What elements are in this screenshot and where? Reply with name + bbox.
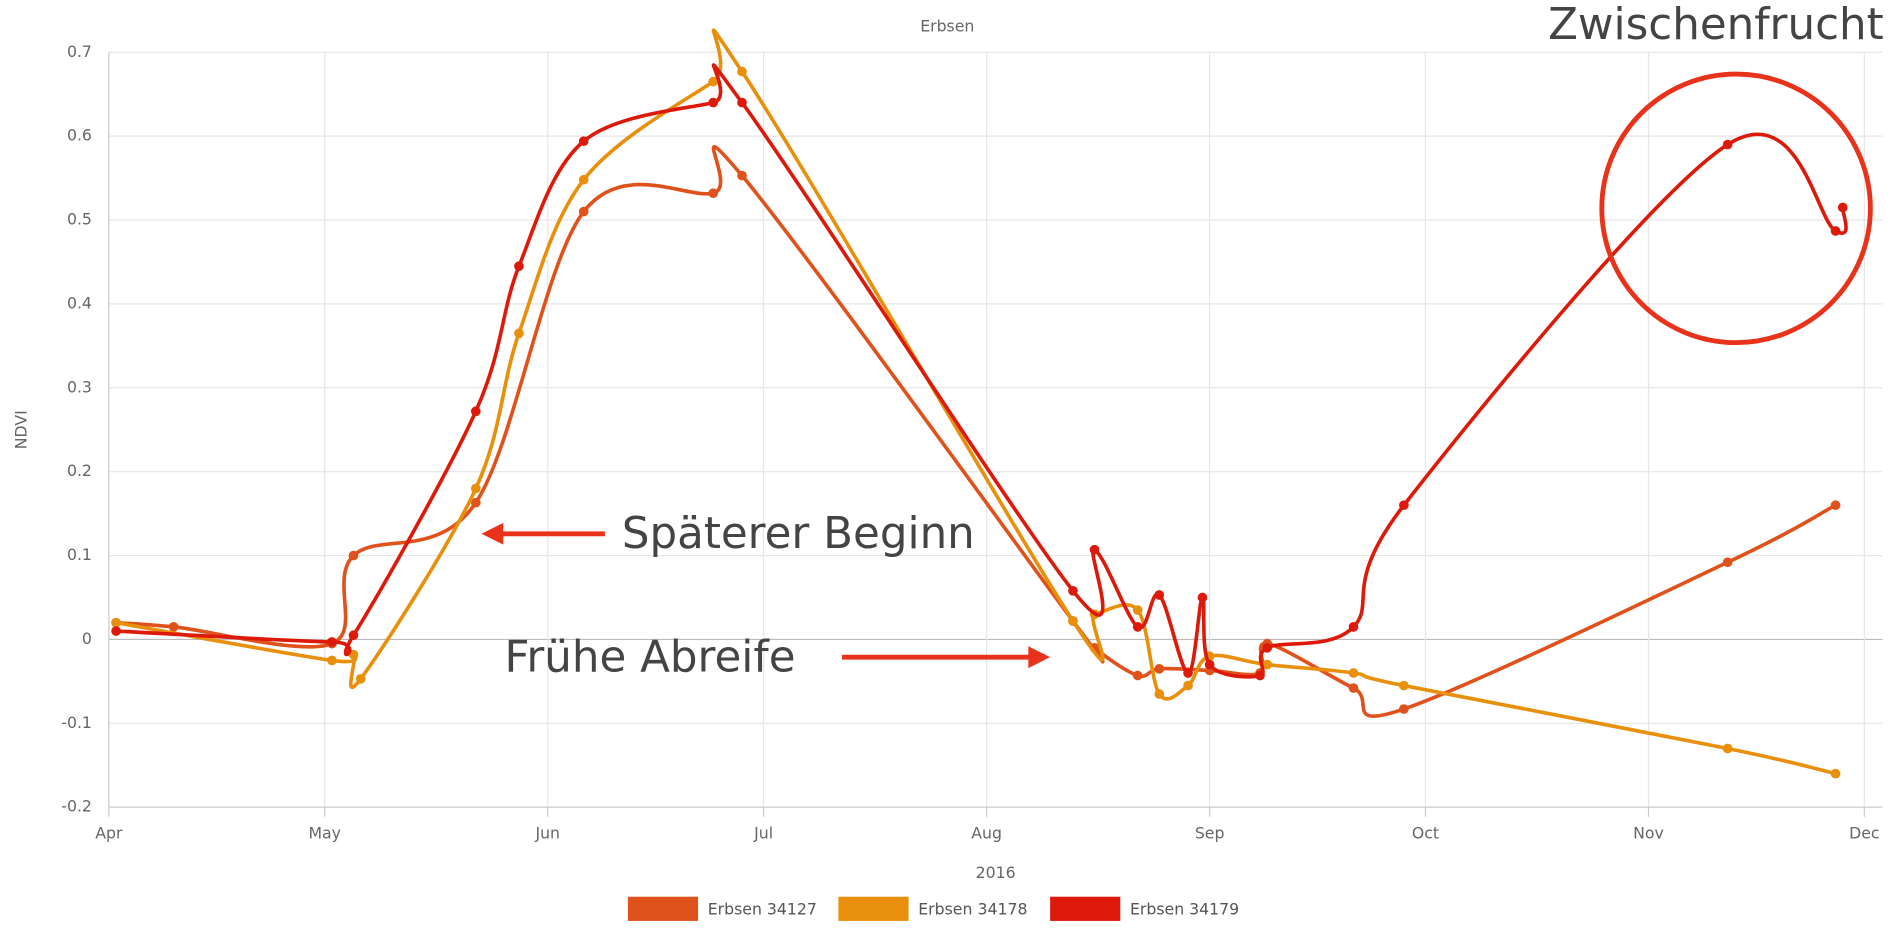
point [1183, 680, 1193, 691]
series-line [115, 28, 1836, 776]
legend-swatch [627, 896, 699, 921]
x-tick-label: Nov [1633, 823, 1664, 842]
y-tick-label: -0.2 [61, 797, 92, 816]
x-tick-label: May [308, 823, 341, 842]
point [355, 674, 366, 684]
x-tick-label: Oct [1412, 823, 1439, 842]
x-tick-label: Jun [534, 823, 560, 842]
point [1830, 226, 1841, 236]
point [1262, 659, 1273, 670]
point [1154, 590, 1165, 600]
point [470, 497, 481, 508]
arrow-head [1028, 646, 1051, 669]
point [1262, 642, 1273, 653]
legend-swatch [838, 896, 909, 921]
point [1830, 500, 1841, 511]
point [327, 637, 337, 647]
point [578, 206, 589, 217]
legend-label: Erbsen 34127 [708, 900, 817, 919]
point [708, 97, 719, 108]
point [111, 626, 121, 636]
x-tick-label: Apr [95, 823, 123, 842]
point [1183, 668, 1193, 678]
point [1068, 616, 1078, 626]
point [1722, 743, 1733, 754]
point [1132, 670, 1143, 681]
point [1399, 500, 1409, 511]
point [1399, 680, 1409, 691]
point [737, 170, 747, 181]
point [737, 66, 747, 77]
point [737, 97, 747, 108]
point [470, 483, 481, 494]
point [1722, 139, 1733, 150]
point [1154, 689, 1165, 699]
point [1837, 202, 1848, 213]
point [514, 261, 524, 272]
y-tick-label: 0.2 [67, 461, 92, 480]
y-tick-label: -0.1 [61, 713, 92, 732]
chart-title: Erbsen [920, 16, 974, 35]
point [708, 188, 719, 199]
point [1399, 704, 1409, 714]
annotation-circle [1599, 71, 1873, 346]
x-tick-label: Jul [753, 823, 773, 842]
point [1348, 622, 1359, 632]
y-axis-label: NDVI [11, 410, 30, 449]
point [1068, 585, 1078, 596]
legend-swatch [1050, 896, 1121, 921]
x-axis-label: 2016 [976, 863, 1016, 882]
point [1348, 668, 1359, 678]
y-tick-label: 0.4 [67, 293, 92, 312]
y-tick-label: 0.7 [67, 42, 92, 61]
legend-label: Erbsen 34179 [1130, 900, 1239, 919]
lines [111, 28, 1848, 779]
annotation: Frühe Abreife [504, 633, 795, 683]
series-line [115, 63, 1848, 679]
point [1722, 557, 1733, 568]
point [1348, 683, 1359, 693]
legend-label: Erbsen 34178 [918, 900, 1027, 919]
series-line [115, 145, 1837, 718]
point [578, 174, 589, 185]
y-tick-label: 0.1 [67, 545, 92, 564]
annotations: Zwischenfrucht Späterer Beginn Frühe Abr… [481, 0, 1884, 683]
y-tick-label: 0 [82, 629, 92, 648]
y-tick-label: 0.6 [67, 126, 92, 145]
point [1255, 670, 1265, 681]
point [514, 328, 524, 339]
point [1132, 605, 1143, 615]
y-tick-label: 0.5 [67, 210, 92, 229]
point [1197, 592, 1208, 603]
x-tick-label: Dec [1849, 823, 1879, 842]
arrow-head [481, 522, 504, 545]
annotation: Späterer Beginn [622, 509, 975, 559]
point [327, 655, 337, 666]
point [348, 630, 359, 641]
point [1089, 544, 1100, 555]
annotation: Zwischenfrucht [1548, 0, 1884, 50]
point [1204, 659, 1215, 670]
y-tick-label: 0.3 [67, 377, 92, 396]
point [578, 136, 589, 147]
x-tick-label: Aug [971, 823, 1002, 842]
point [168, 622, 179, 632]
point [1132, 622, 1143, 632]
point [348, 550, 359, 561]
point [470, 406, 481, 417]
x-tick-label: Sep [1195, 823, 1225, 842]
point [1154, 663, 1165, 674]
point [708, 76, 719, 87]
point [1830, 768, 1841, 779]
point [111, 617, 121, 628]
legend: Erbsen 34127 Erbsen 34178 Erbsen 34179 [627, 896, 1239, 921]
grid: -0.2 -0.1 0 0.1 0.2 0.3 0.4 0.5 0.6 0.7 Apr May Jun J… [61, 42, 1883, 842]
